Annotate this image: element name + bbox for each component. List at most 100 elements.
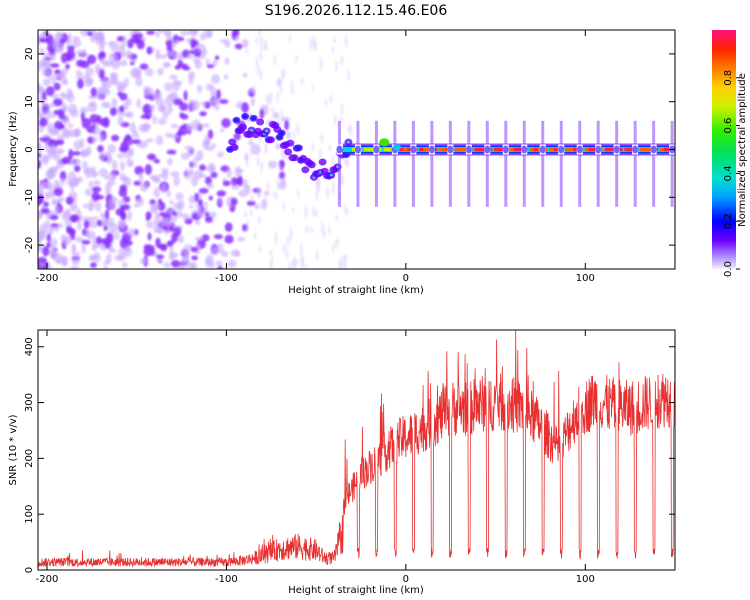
noise-streak bbox=[272, 190, 276, 198]
noise-blob bbox=[61, 116, 70, 125]
noise-blob bbox=[45, 34, 54, 46]
noise-streak bbox=[349, 123, 352, 138]
noise-blob bbox=[46, 103, 56, 108]
noise-blob bbox=[217, 265, 223, 269]
noise-blob bbox=[54, 226, 60, 233]
noise-blob bbox=[92, 170, 98, 179]
noise-blob bbox=[204, 257, 213, 268]
noise-blob bbox=[38, 112, 47, 117]
track-core bbox=[251, 116, 257, 121]
noise-blob bbox=[166, 189, 171, 198]
noise-blob bbox=[108, 198, 116, 206]
noise-blob bbox=[81, 239, 91, 245]
dropout-spike bbox=[374, 120, 378, 207]
noise-blob bbox=[108, 223, 119, 233]
noise-blob bbox=[118, 220, 125, 227]
noise-blob bbox=[67, 32, 73, 44]
noise-blob bbox=[180, 248, 187, 254]
noise-blob bbox=[173, 226, 182, 237]
noise-streak bbox=[264, 39, 267, 51]
track-peak bbox=[346, 140, 350, 144]
noise-streak bbox=[328, 225, 331, 237]
noise-streak bbox=[266, 182, 270, 192]
noise-blob bbox=[210, 87, 217, 98]
noise-blob bbox=[40, 207, 50, 214]
spectrogram-y-ticks: -20 -10 0 10 20 bbox=[24, 48, 675, 253]
noise-blob bbox=[120, 204, 125, 212]
noise-blob bbox=[75, 59, 85, 67]
noise-blob bbox=[133, 203, 141, 208]
noise-blob bbox=[102, 80, 112, 89]
noise-blob bbox=[155, 30, 160, 38]
noise-blob bbox=[62, 79, 69, 86]
noise-blob bbox=[210, 99, 219, 105]
noise-blob bbox=[69, 266, 80, 269]
noise-blob bbox=[206, 182, 214, 189]
noise-blob bbox=[155, 135, 164, 146]
noise-blob bbox=[60, 68, 69, 74]
noise-blob bbox=[237, 236, 246, 242]
noise-streak bbox=[301, 255, 304, 269]
noise-blob bbox=[45, 109, 52, 120]
noise-blob bbox=[110, 174, 117, 180]
noise-streak bbox=[260, 40, 263, 53]
noise-streak bbox=[244, 41, 247, 49]
noise-blob bbox=[105, 209, 110, 220]
noise-streak bbox=[257, 63, 260, 77]
noise-blob bbox=[170, 170, 180, 177]
track-blob bbox=[266, 136, 275, 144]
noise-blob bbox=[72, 196, 78, 204]
y-tick-label: 0 bbox=[24, 567, 35, 573]
noise-blob bbox=[60, 234, 68, 243]
noise-blob bbox=[145, 220, 154, 229]
noise-streak bbox=[271, 106, 274, 114]
noise-streak bbox=[346, 158, 349, 168]
noise-blob bbox=[66, 92, 75, 103]
noise-blob bbox=[195, 219, 201, 226]
dropout-spike bbox=[411, 120, 415, 207]
noise-streak bbox=[304, 264, 308, 269]
noise-blob bbox=[183, 168, 192, 180]
noise-blob bbox=[158, 30, 167, 34]
noise-streak bbox=[340, 116, 343, 123]
noise-blob bbox=[133, 180, 142, 186]
x-tick-label: 100 bbox=[576, 574, 595, 585]
dropout-spike bbox=[485, 120, 489, 207]
noise-blob bbox=[129, 161, 134, 167]
noise-blob bbox=[91, 191, 100, 202]
noise-blob bbox=[61, 156, 72, 165]
noise-blob bbox=[208, 195, 213, 201]
noise-blob bbox=[185, 123, 194, 132]
track-blob bbox=[290, 154, 299, 162]
noise-streak bbox=[254, 231, 257, 240]
noise-blob bbox=[194, 192, 199, 202]
track-core bbox=[279, 131, 285, 136]
noise-blob bbox=[56, 160, 65, 169]
dropout-edge bbox=[613, 145, 620, 154]
noise-blob bbox=[38, 61, 43, 72]
noise-blob bbox=[203, 30, 213, 39]
noise-streak bbox=[259, 52, 263, 61]
noise-blob bbox=[98, 69, 105, 80]
noise-streak bbox=[316, 179, 320, 192]
noise-blob bbox=[103, 265, 108, 269]
noise-blob bbox=[68, 148, 74, 160]
noise-blob bbox=[147, 232, 152, 241]
noise-blob bbox=[95, 236, 102, 245]
noise-blob bbox=[53, 187, 64, 197]
noise-blob bbox=[145, 67, 154, 77]
noise-blob bbox=[138, 198, 144, 206]
noise-blob bbox=[99, 57, 105, 65]
noise-blob bbox=[65, 63, 70, 70]
noise-blob bbox=[209, 211, 217, 219]
dropout-spike bbox=[596, 120, 600, 207]
noise-blob bbox=[136, 39, 145, 50]
noise-blob bbox=[51, 197, 56, 206]
noise-streak bbox=[343, 203, 346, 213]
noise-blob bbox=[170, 123, 179, 129]
noise-blob bbox=[198, 187, 209, 194]
track-peak bbox=[250, 128, 254, 132]
noise-blob bbox=[233, 132, 241, 141]
noise-streak bbox=[260, 161, 263, 173]
